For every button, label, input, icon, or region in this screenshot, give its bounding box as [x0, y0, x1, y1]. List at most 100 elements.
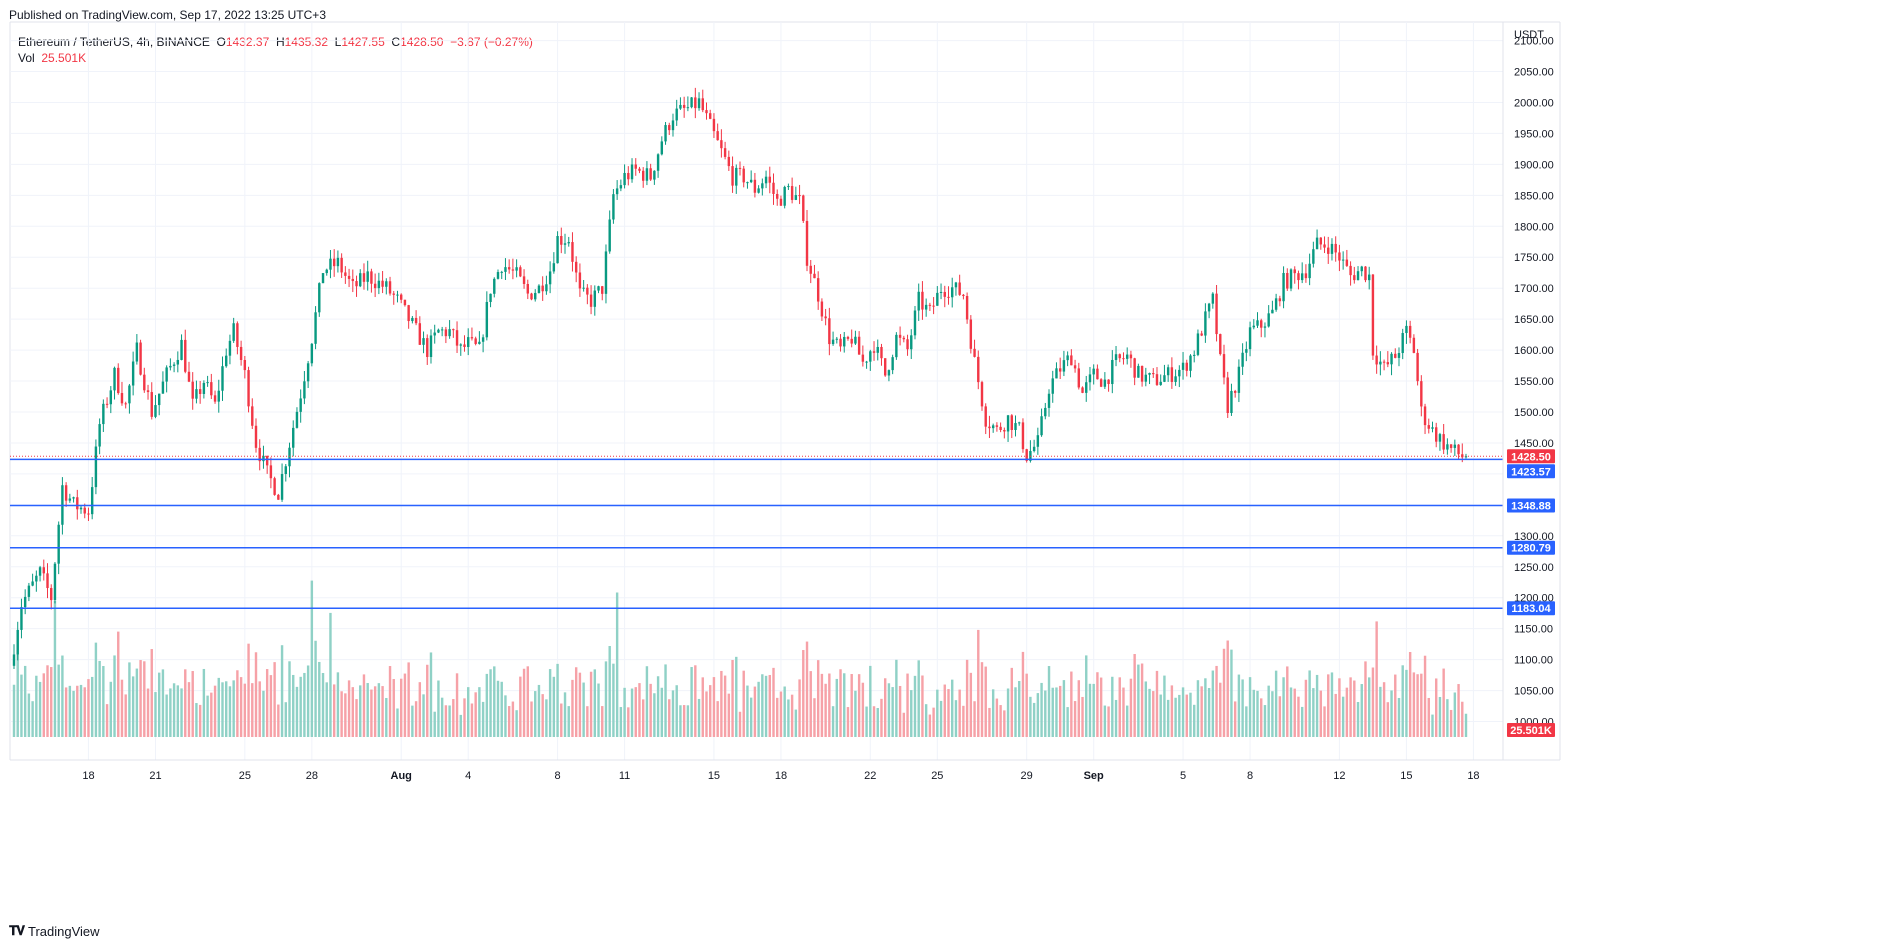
- candle-body: [1189, 355, 1192, 371]
- candle-body: [1014, 423, 1017, 430]
- volume-bar: [641, 699, 645, 737]
- volume-bar: [1293, 688, 1296, 737]
- candle-body: [1293, 269, 1296, 274]
- candle-body: [292, 427, 295, 448]
- volume-bar: [1412, 672, 1416, 737]
- candle-body: [131, 361, 135, 386]
- candle-body: [154, 405, 157, 417]
- candle-body: [731, 166, 734, 186]
- candle-body: [1215, 293, 1218, 335]
- volume-bar: [951, 679, 954, 737]
- candle-body: [880, 346, 883, 359]
- volume-bar: [809, 671, 812, 737]
- candle-body: [790, 186, 794, 200]
- candle-body: [143, 374, 146, 391]
- volume-bar: [392, 679, 395, 737]
- x-tick-label: 8: [555, 770, 561, 782]
- y-tick-label: 2000.00: [1514, 97, 1554, 109]
- volume-bar: [1044, 690, 1047, 737]
- candle-body: [928, 304, 932, 306]
- candle-body: [1133, 358, 1136, 378]
- candle-body: [798, 195, 801, 197]
- volume-bar: [861, 682, 865, 737]
- volume-bar: [656, 676, 660, 737]
- volume-bar: [653, 693, 656, 737]
- candle-body: [161, 381, 165, 394]
- candle-body: [1148, 373, 1151, 375]
- y-tick-label: 2100.00: [1514, 36, 1554, 48]
- volume-bar: [1312, 688, 1315, 737]
- volume-bar: [854, 690, 857, 737]
- candle-body: [20, 607, 23, 630]
- y-tick-label: 1700.00: [1514, 283, 1554, 295]
- candle-body: [910, 335, 913, 350]
- candle-body: [440, 329, 444, 331]
- volume-bar: [1129, 678, 1133, 737]
- candle-body: [675, 108, 678, 121]
- volume-bar: [388, 666, 392, 737]
- candle-body: [515, 267, 518, 271]
- volume-bar: [757, 681, 760, 737]
- volume-bar: [1196, 680, 1200, 737]
- volume-bar: [511, 701, 515, 737]
- volume-bar: [161, 669, 165, 737]
- volume-bar: [1453, 692, 1457, 737]
- candle-body: [973, 348, 976, 357]
- candle-body: [865, 361, 868, 363]
- candle-body: [668, 125, 671, 131]
- volume-bar: [1178, 694, 1181, 737]
- volume-bar: [742, 670, 745, 737]
- candle-body: [1222, 354, 1226, 378]
- candle-body: [1438, 434, 1442, 442]
- volume-bar: [377, 683, 381, 737]
- volume-bar: [694, 665, 697, 737]
- volume-bar: [31, 701, 34, 737]
- volume-bar: [939, 700, 943, 737]
- candle-body: [697, 98, 701, 109]
- time-axis[interactable]: 18 21 25 28 Aug 4 8 11 15 18 22 25 29 Sep 5 8 12 15 18: [10, 759, 1560, 782]
- candle-body: [139, 342, 142, 375]
- symbol-label[interactable]: Ethereum / TetherUS, 4h, BINANCE: [18, 35, 210, 49]
- candle-body: [1062, 360, 1066, 372]
- x-tick-label: 15: [1400, 770, 1412, 782]
- y-tick-label: 1750.00: [1514, 252, 1554, 264]
- volume-bar: [228, 686, 232, 737]
- volume-bar: [1006, 688, 1010, 737]
- volume-bar: [1386, 702, 1390, 737]
- candle-body: [757, 188, 760, 193]
- x-tick-label: 8: [1247, 770, 1253, 782]
- candle-body: [1423, 406, 1427, 426]
- candle-body: [1003, 430, 1006, 432]
- volume-bar: [1193, 704, 1196, 737]
- volume-bar: [1163, 675, 1166, 737]
- candle-body: [388, 281, 392, 294]
- volume-bar: [954, 700, 958, 737]
- volume-bar: [191, 671, 194, 737]
- volume-bar: [571, 679, 574, 737]
- candle-body: [615, 188, 619, 195]
- volume-bar: [120, 679, 124, 737]
- volume-bar: [1085, 655, 1088, 737]
- candle-body: [656, 154, 660, 171]
- volume-bar: [1446, 699, 1449, 737]
- x-tick-label: 25: [931, 770, 943, 782]
- candle-body: [723, 148, 727, 157]
- candle-body: [225, 355, 228, 367]
- candle-body: [332, 258, 336, 267]
- candle-body: [243, 360, 247, 371]
- candle-body: [1271, 309, 1274, 314]
- candle-body: [117, 367, 120, 394]
- candle-body: [712, 118, 716, 132]
- candle-body: [1245, 349, 1248, 353]
- candle-body: [57, 524, 60, 564]
- volume-bar: [500, 681, 503, 737]
- volume-bar: [217, 677, 220, 737]
- price-axis[interactable]: USDT1000.001050.001100.001150.001200.001…: [1502, 22, 1555, 760]
- volume-bar: [1394, 674, 1397, 737]
- volume-bar: [1077, 680, 1081, 737]
- candle-body: [98, 424, 101, 447]
- candle-body: [1163, 375, 1166, 382]
- volume-bar: [1155, 670, 1159, 737]
- candle-body: [578, 272, 582, 289]
